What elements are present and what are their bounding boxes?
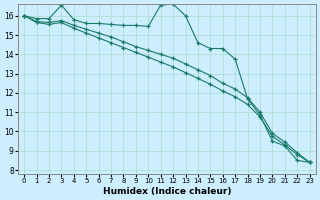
X-axis label: Humidex (Indice chaleur): Humidex (Indice chaleur) [103,187,231,196]
